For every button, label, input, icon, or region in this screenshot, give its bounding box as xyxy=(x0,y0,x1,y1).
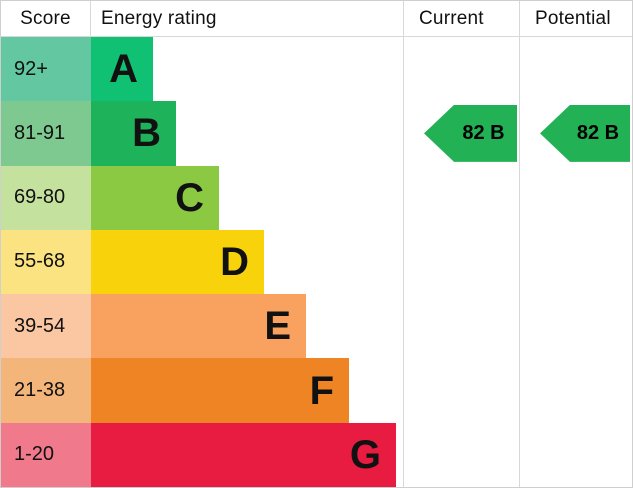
score-range: 81-91 xyxy=(1,101,91,166)
energy-rating-column-header: Energy rating xyxy=(101,7,217,29)
score-range: 21-38 xyxy=(1,358,91,423)
band-row-b: 81-91 B xyxy=(1,101,403,166)
table-header: Score Energy rating xyxy=(1,1,403,37)
rating-bar-a: A xyxy=(91,37,153,102)
rating-bar-c: C xyxy=(91,165,219,230)
rating-bar-f: F xyxy=(91,358,349,423)
potential-column: Potential 82 B xyxy=(520,1,632,487)
band-row-a: 92+ A xyxy=(1,37,403,102)
band-row-d: 55-68 D xyxy=(1,229,403,295)
band-row-g: 1-20 G xyxy=(1,422,403,487)
potential-rating-arrow: 82 B xyxy=(540,104,630,162)
potential-rating-value: 82 B xyxy=(576,121,620,144)
score-range: 39-54 xyxy=(1,294,91,359)
score-column-header: Score xyxy=(1,1,91,36)
current-column-header: Current xyxy=(404,1,519,37)
score-range: 1-20 xyxy=(1,422,91,487)
rating-table: Score Energy rating 92+ A 81-91 B 69-80 C 55-6… xyxy=(1,1,404,487)
rating-bands: 92+ A 81-91 B 69-80 C 55-68 D 39-54 E 21-38 F 1-20 G xyxy=(1,37,403,487)
rating-bar-g: G xyxy=(91,422,396,487)
potential-column-header: Potential xyxy=(520,1,632,37)
current-rating-value: 82 B xyxy=(462,121,505,144)
current-rating-arrow: 82 B xyxy=(424,104,517,162)
score-range: 69-80 xyxy=(1,165,91,230)
score-range: 92+ xyxy=(1,37,91,102)
rating-bar-d: D xyxy=(91,229,264,295)
score-range: 55-68 xyxy=(1,229,91,295)
rating-bar-b: B xyxy=(91,101,176,166)
current-column: Current 82 B xyxy=(404,1,520,487)
band-row-c: 69-80 C xyxy=(1,165,403,230)
band-row-e: 39-54 E xyxy=(1,294,403,359)
band-row-f: 21-38 F xyxy=(1,358,403,423)
rating-bar-e: E xyxy=(91,294,306,359)
